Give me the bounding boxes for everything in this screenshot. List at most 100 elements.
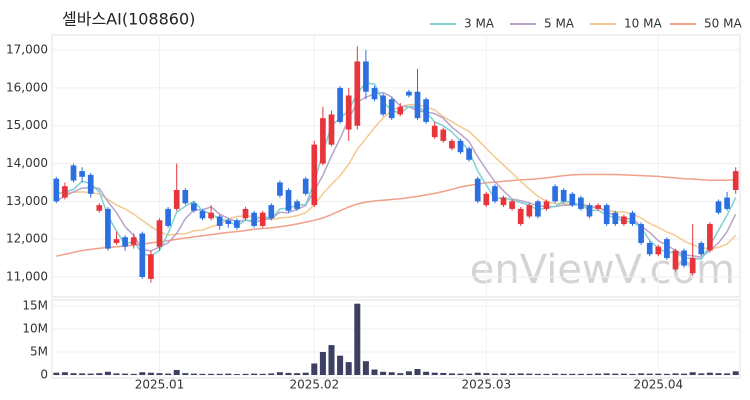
y-tick-label: 12,000 [6, 232, 48, 246]
x-tick-label: 2025.01 [135, 378, 185, 392]
volume-bar [285, 372, 292, 375]
volume-bar [79, 373, 86, 375]
volume-bar [457, 373, 464, 375]
candle-body [216, 216, 223, 226]
candle-body [431, 125, 438, 138]
volume-bar [268, 373, 275, 375]
candle-body [552, 186, 558, 202]
candle-body [715, 201, 722, 213]
candle-body [526, 205, 533, 217]
volume-bar [104, 371, 111, 375]
volume-bar [242, 373, 249, 375]
volume-bar [423, 371, 430, 375]
candle-body [414, 91, 421, 119]
candle-body [345, 95, 352, 130]
candle-body [440, 129, 447, 141]
y-tick-label: 16,000 [6, 80, 48, 94]
volume-bar [225, 373, 232, 375]
volume-bar [173, 369, 180, 375]
candle-body [302, 178, 309, 194]
candle-body [62, 186, 68, 198]
volume-bar [61, 372, 68, 375]
candle-body [320, 118, 326, 164]
candle-body [113, 239, 120, 243]
volume-bar [672, 373, 679, 375]
volume-bar [328, 345, 335, 375]
volume-bar [362, 361, 369, 375]
candle-body [79, 171, 85, 177]
volume-bar [612, 373, 619, 375]
volume-bar [595, 373, 602, 375]
candle-body [509, 201, 515, 209]
volume-bar [474, 372, 481, 375]
candle-body [423, 99, 429, 122]
y-tick-label: 17,000 [6, 43, 48, 57]
volume-bar [87, 373, 94, 375]
volume-tick-label: 5M [30, 344, 48, 358]
candle-body [53, 178, 60, 202]
volume-bar [603, 373, 610, 375]
volume-bar [354, 303, 361, 375]
y-tick-label: 15,000 [6, 118, 48, 132]
volume-bar [208, 373, 215, 375]
volume-bar [526, 373, 533, 375]
volume-bar [552, 373, 559, 375]
volume-bar [233, 374, 240, 375]
candle-body [646, 242, 653, 255]
candle-body [234, 220, 240, 228]
volume-bar [371, 369, 378, 375]
volume-bar [620, 373, 627, 375]
volume-bar [569, 373, 576, 375]
volume-bar [509, 373, 516, 375]
candle-body [406, 91, 412, 96]
volume-bar [130, 373, 137, 375]
candle-body [70, 165, 77, 181]
candle-body [724, 197, 730, 209]
candle-body [483, 193, 490, 206]
legend-label: 50 MA [704, 17, 742, 31]
volume-bar [251, 373, 258, 375]
candle-body [638, 224, 644, 243]
volume-bar [319, 351, 326, 375]
candle-body [603, 205, 610, 225]
candle-body [139, 233, 146, 277]
volume-bar [294, 373, 301, 375]
volume-bar [156, 373, 163, 375]
candle-body [294, 201, 300, 209]
candle-body [105, 208, 111, 249]
volume-bar [715, 373, 722, 375]
candle-body [371, 87, 378, 100]
volume-bar [276, 372, 283, 375]
volume-bar [638, 373, 645, 375]
candle-body [457, 140, 464, 153]
candle-body [689, 258, 696, 274]
price-panel [51, 34, 741, 298]
candle-body [182, 190, 189, 204]
volume-bar [440, 372, 447, 375]
candle-body [380, 95, 386, 115]
candle-body [500, 197, 507, 206]
candle-body [388, 99, 395, 119]
candle-body [277, 182, 283, 196]
volume-bar [70, 373, 77, 375]
volume-bar [190, 373, 197, 375]
volume-bar [380, 371, 387, 375]
volume-bar [388, 372, 395, 375]
volume-bar [397, 373, 404, 375]
candle-body [208, 212, 214, 219]
volume-bar [466, 373, 473, 375]
x-tick-label: 2025.03 [461, 378, 511, 392]
candle-body [492, 186, 498, 202]
volume-bar [543, 373, 550, 375]
candle-body [259, 212, 266, 226]
candle-body [328, 114, 335, 145]
volume-bar [732, 371, 739, 375]
candle-body [612, 212, 619, 225]
candle-body [130, 237, 137, 245]
candle-body [173, 190, 180, 209]
x-tick-label: 2025.02 [289, 378, 339, 392]
volume-bar [655, 373, 662, 375]
volume-bar [122, 373, 129, 375]
volume-bar [182, 373, 189, 375]
